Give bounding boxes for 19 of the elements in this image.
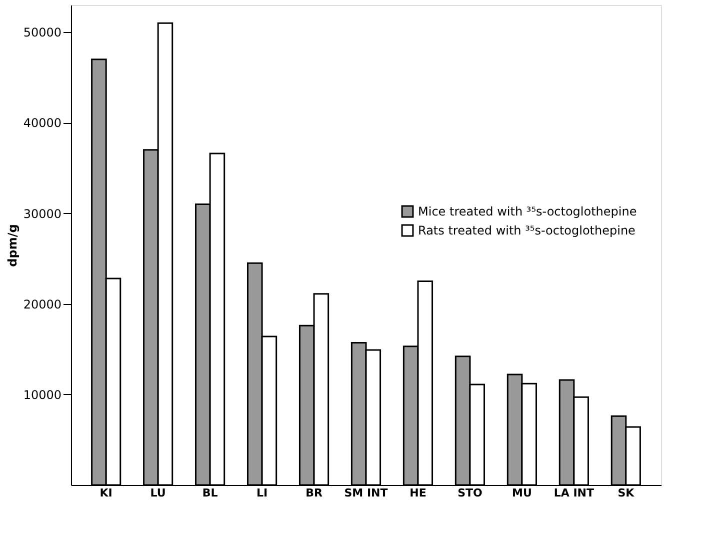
- x-tick-label: SM INT: [344, 486, 388, 500]
- x-tick-label: MU: [512, 486, 532, 500]
- x-tick-label: LA INT: [554, 486, 594, 500]
- legend-label: Mice treated with ³⁵s-octoglothepine: [418, 204, 637, 218]
- x-tick-label: BL: [202, 486, 218, 500]
- y-tick-label: 10000: [23, 388, 62, 402]
- y-tick-label: 40000: [23, 116, 62, 130]
- y-tick-label: 30000: [23, 206, 62, 221]
- y-axis-title: dpm/g: [5, 224, 20, 267]
- y-tick-label: 50000: [23, 26, 62, 40]
- y-tick-label: 20000: [23, 297, 62, 312]
- x-tick-label: HE: [410, 486, 426, 500]
- x-tick-label: SK: [618, 486, 635, 500]
- x-tick-label: BR: [306, 486, 323, 500]
- x-tick-label: LU: [150, 486, 166, 500]
- x-tick-label: LI: [256, 486, 268, 500]
- x-tick-label: KI: [100, 486, 112, 500]
- legend-label: Rats treated with ³⁵s-octoglothepine: [418, 224, 636, 238]
- x-tick-label: STO: [458, 486, 482, 500]
